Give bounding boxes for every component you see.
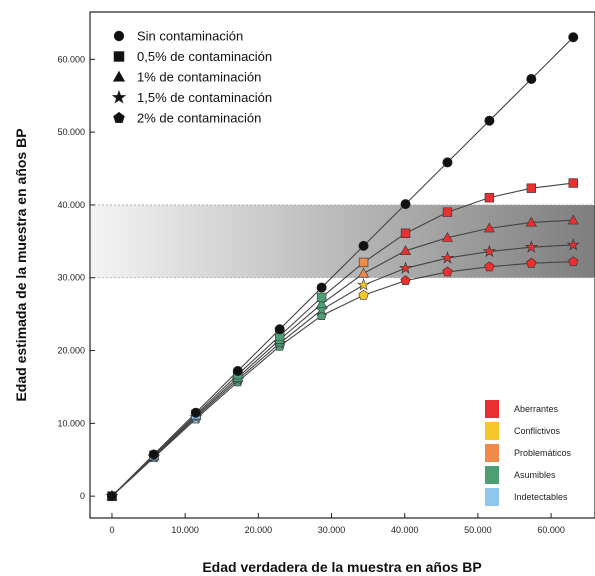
data-point-pentagon <box>400 275 411 286</box>
y-tick-label: 20.000 <box>57 346 85 356</box>
category-swatch <box>485 400 499 418</box>
legend-marker-pentagon <box>113 111 125 123</box>
category-swatch <box>485 422 499 440</box>
category-label: Problemáticos <box>514 448 572 458</box>
legend-label: 1,5% de contaminación <box>137 90 272 105</box>
data-point-triangle <box>399 245 412 255</box>
category-label: Aberrantes <box>514 404 559 414</box>
data-point-circle <box>190 407 201 418</box>
legend-label: 1% de contaminación <box>137 70 261 85</box>
data-point-star <box>357 278 371 291</box>
data-point-square <box>568 178 578 188</box>
y-axis-title: Edad estimada de la muestra en años BP <box>13 128 29 401</box>
data-point-square <box>526 183 537 193</box>
x-axis-title: Edad verdadera de la muestra en años BP <box>202 559 481 575</box>
data-point-square <box>484 192 495 203</box>
data-point-triangle <box>441 232 454 242</box>
legend-label: 0,5% de contaminación <box>137 49 272 64</box>
y-tick-label: 40.000 <box>57 200 85 210</box>
series-line-0 <box>111 36 574 497</box>
data-point-square <box>316 292 327 303</box>
legend-label: 2% de contaminación <box>137 111 261 126</box>
x-tick-label: 40.000 <box>391 525 419 535</box>
data-point-star <box>399 261 413 274</box>
data-point-circle <box>232 366 243 377</box>
data-point-pentagon <box>442 266 453 277</box>
legend-marker-circle <box>113 30 125 42</box>
data-point-circle <box>400 199 411 210</box>
x-tick-label: 30.000 <box>318 525 346 535</box>
series-line-4 <box>111 261 574 497</box>
data-point-pentagon <box>526 257 537 268</box>
legend-marker-triangle <box>112 70 126 82</box>
axis-ticks: 0 10.000 20.000 30.000 40.000 50.000 60.000 0 10… <box>57 54 564 535</box>
legend-label: Sin contaminación <box>137 29 243 44</box>
legend-marker-star <box>111 89 127 104</box>
data-point-star <box>482 244 496 258</box>
data-point-circle <box>484 115 495 126</box>
x-tick-label: 50.000 <box>464 525 492 535</box>
data-point-pentagon <box>568 256 579 267</box>
data-point-triangle <box>316 298 328 309</box>
x-tick-label: 20.000 <box>245 525 273 535</box>
category-label: Conflictivos <box>514 426 561 436</box>
x-tick-label: 10.000 <box>171 525 199 535</box>
series-lines <box>111 36 574 497</box>
data-point-pentagon <box>484 261 495 272</box>
y-tick-label: 10.000 <box>57 418 85 428</box>
category-swatch <box>485 466 499 484</box>
data-point-star <box>566 238 580 251</box>
category-swatch <box>485 444 499 462</box>
series-line-2 <box>111 219 574 497</box>
y-tick-label: 50.000 <box>57 127 85 137</box>
data-point-circle <box>442 157 453 168</box>
series-markers <box>105 32 580 502</box>
data-point-circle <box>526 73 537 84</box>
legend-marker-square <box>113 51 125 62</box>
y-tick-label: 0 <box>80 491 85 501</box>
data-point-circle <box>106 491 117 502</box>
category-label: Asumibles <box>514 470 556 480</box>
data-point-triangle <box>483 222 495 233</box>
data-point-square <box>400 228 411 239</box>
y-tick-label: 30.000 <box>57 273 85 283</box>
data-point-circle <box>568 32 579 43</box>
data-point-triangle <box>525 216 537 227</box>
series-legend: Sin contaminación 0,5% de contaminación 1%… <box>111 29 272 126</box>
data-point-square <box>442 207 453 217</box>
data-point-circle <box>316 282 327 293</box>
y-tick-label: 60.000 <box>57 54 85 64</box>
data-point-star <box>524 240 538 253</box>
category-swatch <box>485 488 499 506</box>
category-legend: Aberrantes Conflictivos Problemáticos Asumi… <box>478 390 588 508</box>
x-tick-label: 60.000 <box>537 525 565 535</box>
data-point-circle <box>274 324 285 335</box>
data-point-star <box>440 251 454 264</box>
category-label: Indetectables <box>514 492 568 502</box>
data-point-pentagon <box>358 289 369 300</box>
series-line-3 <box>111 244 574 497</box>
series-line-1 <box>111 182 574 497</box>
data-point-circle <box>358 240 369 251</box>
x-tick-label: 0 <box>109 525 114 535</box>
data-point-circle <box>148 449 159 460</box>
shaded-band <box>90 204 595 278</box>
data-point-triangle <box>567 214 579 225</box>
data-point-triangle <box>358 267 370 278</box>
data-point-square <box>358 257 369 268</box>
